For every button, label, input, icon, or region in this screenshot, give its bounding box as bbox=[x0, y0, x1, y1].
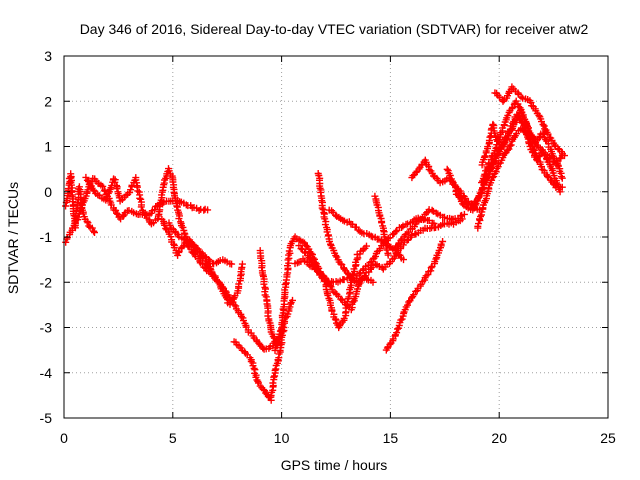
data-track-markers bbox=[295, 242, 370, 332]
x-tick-labels: 0 5 10 15 20 25 bbox=[60, 430, 616, 446]
x-tick-label: 10 bbox=[274, 430, 290, 446]
x-tick-label: 0 bbox=[60, 430, 68, 446]
y-tick-label: -1 bbox=[40, 229, 53, 245]
data-track-markers bbox=[382, 238, 447, 354]
data-track-markers bbox=[371, 192, 392, 259]
x-tick-label: 20 bbox=[491, 430, 507, 446]
data-points bbox=[62, 83, 568, 404]
y-tick-label: -3 bbox=[40, 320, 53, 336]
data-track-markers bbox=[230, 324, 288, 404]
y-tick-label: 2 bbox=[44, 93, 52, 109]
chart-title: Day 346 of 2016, Sidereal Day-to-day VTE… bbox=[80, 21, 589, 37]
x-axis-label: GPS time / hours bbox=[281, 457, 388, 473]
x-tick-label: 25 bbox=[600, 430, 616, 446]
data-track-markers bbox=[491, 83, 568, 160]
y-tick-label: 0 bbox=[44, 184, 52, 200]
x-tick-label: 15 bbox=[383, 430, 399, 446]
y-axis-label: SDTVAR / TECUs bbox=[5, 182, 21, 294]
data-track-markers bbox=[443, 133, 510, 209]
y-tick-label: -5 bbox=[40, 410, 53, 426]
data-track-markers bbox=[391, 206, 468, 254]
y-tick-label: -2 bbox=[40, 274, 53, 290]
data-track-markers bbox=[165, 219, 246, 308]
y-tick-label: -4 bbox=[40, 365, 53, 381]
y-tick-label: 3 bbox=[44, 48, 52, 64]
data-track-markers bbox=[256, 247, 281, 350]
data-track-markers bbox=[314, 170, 377, 286]
y-tick-labels: -5 -4 -3 -2 -1 0 1 2 3 bbox=[40, 48, 53, 426]
y-tick-label: 1 bbox=[44, 139, 52, 155]
axis-ticks bbox=[63, 55, 609, 419]
x-tick-label: 5 bbox=[169, 430, 177, 446]
